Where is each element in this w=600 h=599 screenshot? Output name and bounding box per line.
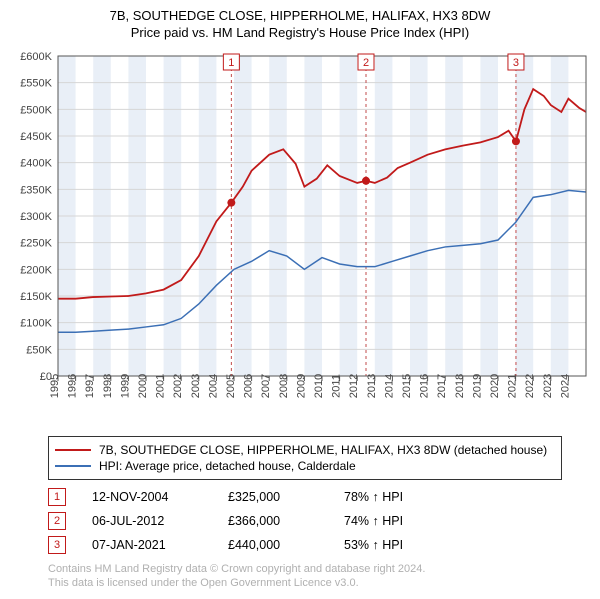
sale-flag-num: 3 [513, 57, 519, 69]
x-tick-label: 2016 [419, 374, 431, 398]
y-tick-label: £200K [20, 264, 52, 276]
x-tick-label: 2009 [295, 374, 307, 398]
marker-date: 07-JAN-2021 [92, 538, 202, 552]
marker-hpi: 53% ↑ HPI [344, 538, 444, 552]
x-tick-label: 2001 [155, 374, 167, 398]
x-tick-label: 1995 [49, 374, 61, 398]
x-tick-label: 1998 [102, 374, 114, 398]
legend-swatch [55, 465, 91, 467]
marker-price: £366,000 [228, 514, 318, 528]
x-tick-label: 2002 [172, 374, 184, 398]
legend-swatch [55, 449, 91, 451]
sale-point [362, 177, 370, 185]
x-tick-label: 2012 [348, 374, 360, 398]
y-tick-label: £250K [20, 238, 52, 250]
chart-svg: £0£50K£100K£150K£200K£250K£300K£350K£400… [8, 46, 592, 426]
x-tick-label: 2000 [137, 374, 149, 398]
marker-date: 12-NOV-2004 [92, 490, 202, 504]
title-line2: Price paid vs. HM Land Registry's House … [8, 25, 592, 40]
legend-item: HPI: Average price, detached house, Cald… [55, 459, 555, 473]
x-tick-label: 2020 [489, 374, 501, 398]
marker-hpi: 78% ↑ HPI [344, 490, 444, 504]
marker-price: £325,000 [228, 490, 318, 504]
chart-title: 7B, SOUTHEDGE CLOSE, HIPPERHOLME, HALIFA… [8, 8, 592, 40]
legend-label: 7B, SOUTHEDGE CLOSE, HIPPERHOLME, HALIFA… [99, 443, 547, 457]
legend-label: HPI: Average price, detached house, Cald… [99, 459, 356, 473]
x-tick-label: 2005 [225, 374, 237, 398]
sale-flag-num: 1 [228, 57, 234, 69]
x-tick-label: 2003 [190, 374, 202, 398]
sale-point [512, 137, 520, 145]
x-tick-label: 2021 [507, 374, 519, 398]
x-tick-label: 2011 [331, 374, 343, 398]
x-tick-label: 2013 [366, 374, 378, 398]
y-tick-label: £400K [20, 158, 52, 170]
marker-hpi: 74% ↑ HPI [344, 514, 444, 528]
x-tick-label: 2024 [559, 374, 571, 398]
x-tick-label: 2015 [401, 374, 413, 398]
legend: 7B, SOUTHEDGE CLOSE, HIPPERHOLME, HALIFA… [48, 436, 562, 480]
x-tick-label: 2008 [278, 374, 290, 398]
x-tick-label: 2019 [471, 374, 483, 398]
marker-row: 2 06-JUL-2012 £366,000 74% ↑ HPI [48, 512, 592, 530]
footer-line2: This data is licensed under the Open Gov… [48, 577, 359, 589]
marker-date: 06-JUL-2012 [92, 514, 202, 528]
x-tick-label: 2004 [207, 374, 219, 398]
data-attribution: Contains HM Land Registry data © Crown c… [48, 562, 568, 591]
chart: £0£50K£100K£150K£200K£250K£300K£350K£400… [8, 46, 592, 426]
y-tick-label: £550K [20, 78, 52, 90]
marker-price: £440,000 [228, 538, 318, 552]
x-tick-label: 2010 [313, 374, 325, 398]
x-tick-label: 2006 [243, 374, 255, 398]
legend-item: 7B, SOUTHEDGE CLOSE, HIPPERHOLME, HALIFA… [55, 443, 555, 457]
x-tick-label: 1997 [84, 374, 96, 398]
x-tick-label: 2023 [542, 374, 554, 398]
footer-line1: Contains HM Land Registry data © Crown c… [48, 563, 425, 575]
marker-number-box: 3 [48, 536, 66, 554]
y-tick-label: £450K [20, 131, 52, 143]
title-line1: 7B, SOUTHEDGE CLOSE, HIPPERHOLME, HALIFA… [8, 8, 592, 23]
sales-markers-table: 1 12-NOV-2004 £325,000 78% ↑ HPI 2 06-JUL-201… [48, 488, 592, 554]
marker-row: 1 12-NOV-2004 £325,000 78% ↑ HPI [48, 488, 592, 506]
y-tick-label: £100K [20, 318, 52, 330]
marker-number-box: 2 [48, 512, 66, 530]
sale-flag-num: 2 [363, 57, 369, 69]
y-tick-label: £50K [26, 344, 52, 356]
x-tick-label: 2014 [383, 374, 395, 398]
y-tick-label: £600K [20, 51, 52, 63]
x-tick-label: 2018 [454, 374, 466, 398]
x-tick-label: 2017 [436, 374, 448, 398]
x-tick-label: 2022 [524, 374, 536, 398]
x-tick-label: 1996 [67, 374, 79, 398]
y-tick-label: £150K [20, 291, 52, 303]
y-tick-label: £350K [20, 184, 52, 196]
marker-number-box: 1 [48, 488, 66, 506]
y-tick-label: £300K [20, 211, 52, 223]
x-tick-label: 2007 [260, 374, 272, 398]
marker-row: 3 07-JAN-2021 £440,000 53% ↑ HPI [48, 536, 592, 554]
x-tick-label: 1999 [119, 374, 131, 398]
sale-point [227, 199, 235, 207]
y-tick-label: £500K [20, 104, 52, 116]
